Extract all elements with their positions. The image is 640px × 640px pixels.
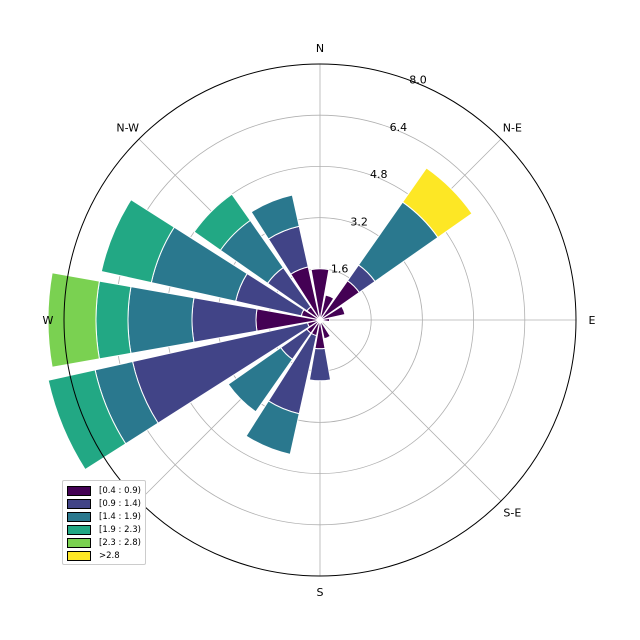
wind-bar-segment [250,194,300,240]
wind-bar-segment [227,346,294,413]
legend-item: >2.8 [67,549,141,562]
wind-bar-segment [47,272,100,368]
legend: [0.4 : 0.9) [0.9 : 1.4) [1.4 : 1.9) [1.9… [62,480,146,565]
radial-tick-label: 3.2 [350,215,368,228]
wind-bar-segment [401,167,473,239]
wind-bar-segment [193,193,251,251]
radial-tick-label: 4.8 [370,168,388,181]
direction-label: N-E [503,122,522,135]
legend-item: [1.9 : 2.3) [67,523,141,536]
wind-bar-segment [319,305,346,321]
direction-label: E [589,314,596,327]
grid-spoke [319,319,502,502]
wind-bar-segment [127,286,195,354]
legend-label: [0.9 : 1.4) [99,498,141,509]
radial-tick-labels: 1.6 3.2 4.8 6.4 8.0 [331,73,427,275]
legend-item: [2.3 : 2.8) [67,536,141,549]
legend-item: [1.4 : 1.9) [67,510,141,523]
direction-label: S [317,586,324,599]
wind-bar-segment [95,280,132,360]
legend-swatch [67,511,91,522]
legend-swatch [67,485,91,496]
legend-swatch [67,498,91,509]
direction-label: N [316,42,324,55]
legend-label: [1.9 : 2.3) [99,524,141,535]
legend-label: [2.3 : 2.8) [99,537,141,548]
legend-item: [0.9 : 1.4) [67,497,141,510]
wind-bar-segment [319,294,335,321]
wind-bar-segment [319,319,332,340]
wind-bar-segment [100,198,175,284]
legend-swatch [67,524,91,535]
legend-item: [0.4 : 0.9) [67,484,141,497]
direction-label: N-W [116,122,139,135]
polar-frame [63,63,577,577]
direction-label: W [43,314,54,327]
wind-bar-segment [47,369,127,471]
legend-label: [1.4 : 1.9) [99,511,141,522]
wind-bars [47,167,473,471]
wind-bar-segment [245,400,300,455]
wind-bar-segment [310,268,330,321]
legend-swatch [67,537,91,548]
legend-label: [0.4 : 0.9) [99,485,141,496]
radial-tick-label: 1.6 [331,263,349,276]
radial-tick-label: 6.4 [390,121,408,134]
direction-label: S-E [503,506,521,519]
wind-bar-segment [191,297,258,343]
legend-swatch [67,550,91,561]
radial-tick-label: 8.0 [409,73,427,86]
legend-label: >2.8 [99,550,120,561]
wind-bar-segment [319,319,324,323]
wind-bar-segment [308,347,332,382]
